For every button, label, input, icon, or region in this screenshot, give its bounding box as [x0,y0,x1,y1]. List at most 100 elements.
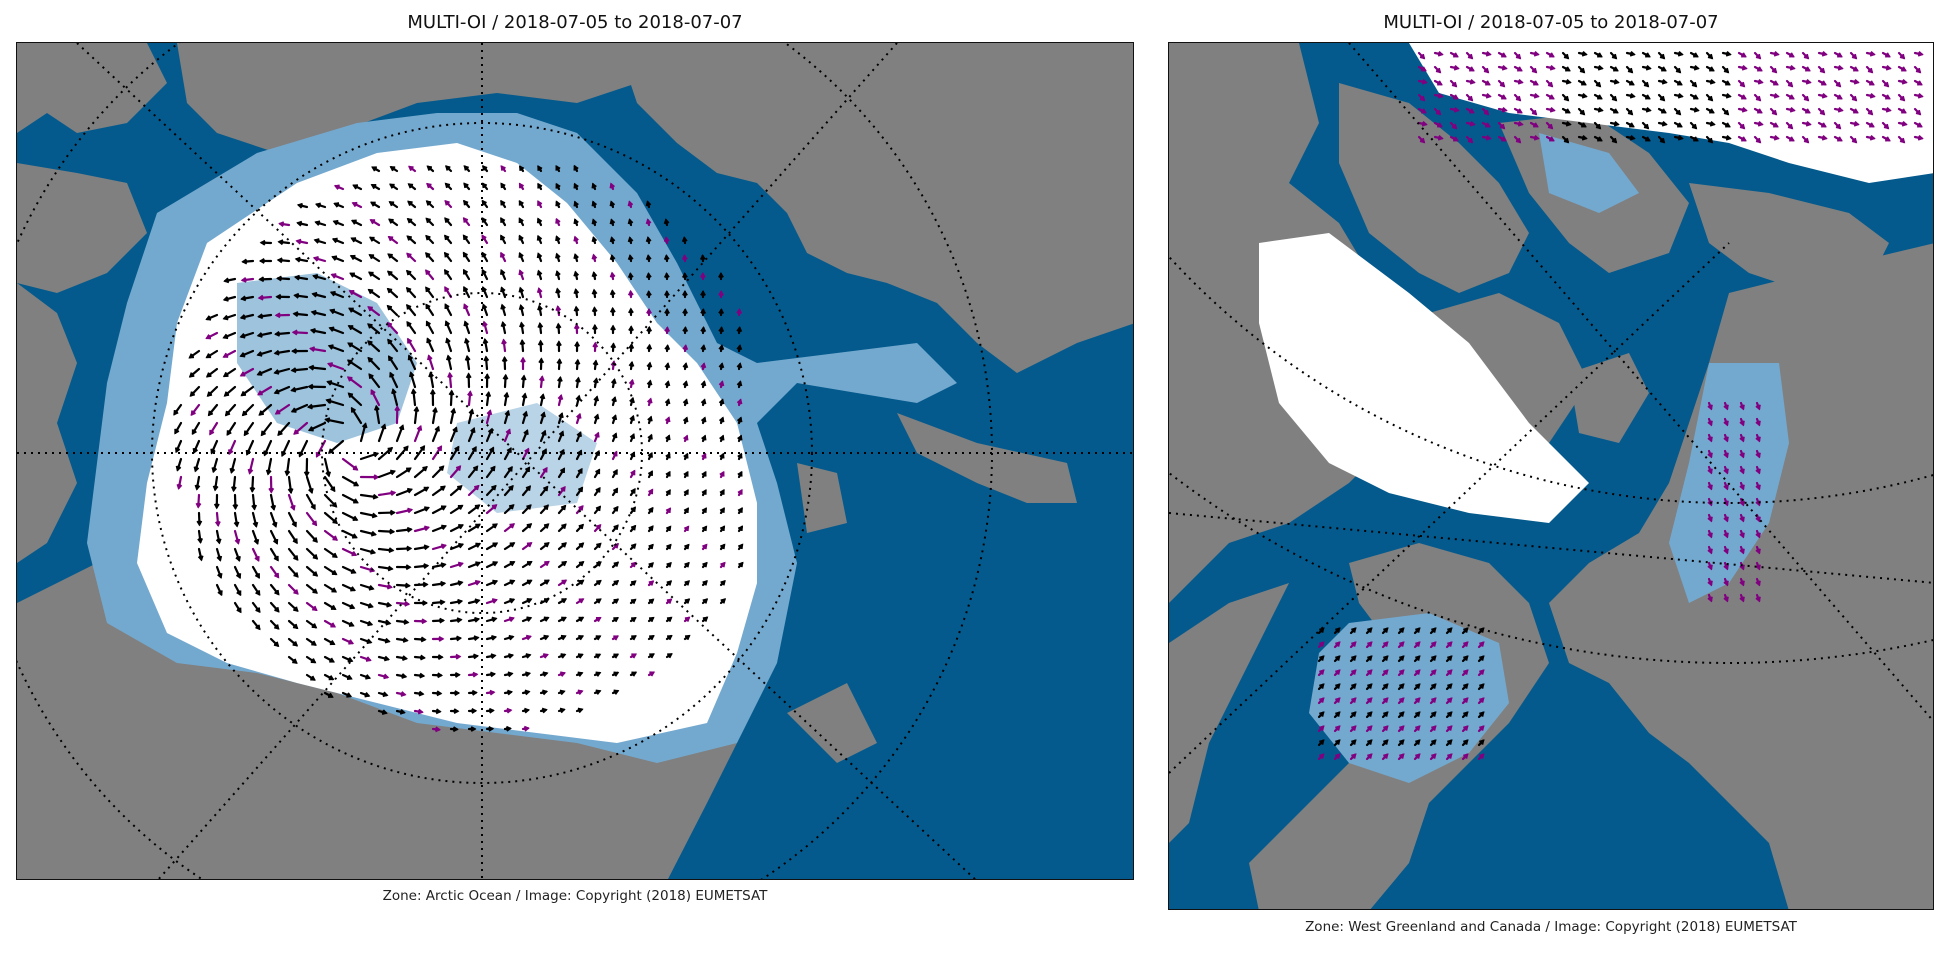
drift-vector-head [1661,108,1667,114]
drift-vector-head [700,416,707,423]
drift-vector-head [368,236,375,242]
drift-vector-head [700,380,707,387]
drift-vector [349,290,363,299]
drift-vector-head [683,434,689,441]
drift-vector-head [438,635,445,642]
drift-vector-head [611,396,617,403]
drift-vector-head [456,617,463,624]
drift-vector-head [257,390,263,396]
drift-vector-head [525,653,532,659]
drift-vector-head [1453,106,1460,113]
drift-vector-head [240,390,247,397]
drift-vector-head [720,598,726,604]
drift-vector-head [1453,52,1459,58]
drift-vector [240,385,255,397]
drift-vector-head [380,423,387,430]
drift-vector [223,349,237,358]
drift-vector-head [1869,50,1876,57]
drift-vector [408,355,417,371]
drift-vector-head [702,543,708,550]
drift-vector-head [174,428,180,435]
drift-vector [359,511,377,518]
drift-vector-head [737,525,744,531]
drift-vector [449,465,462,479]
drift-vector-head [296,202,303,209]
drift-vector-head [737,452,743,459]
drift-vector-head [1437,134,1444,141]
drift-vector-head [574,340,581,347]
drift-vector-head [1787,123,1794,130]
drift-vector-head [1419,53,1426,60]
drift-vector-head [592,341,599,348]
drift-vector-head [328,675,335,681]
drift-vector [485,466,496,479]
drift-vector-head [1597,64,1604,71]
drift-vector-head [1469,120,1476,127]
drift-vector-head [1485,80,1491,86]
drift-vector-head [462,234,469,241]
drift-vector-head [407,183,414,189]
drift-vector [377,491,396,497]
drift-vector-head [457,580,464,586]
drift-vector-head [1595,81,1602,88]
drift-vector-head [507,689,514,696]
drift-vector-head [1415,627,1421,633]
drift-vector [387,288,399,299]
drift-vector-head [352,184,359,190]
drift-vector-head [613,580,620,586]
drift-vector [347,376,363,389]
drift-vector-head [1837,136,1843,142]
drift-vector [431,445,443,461]
drift-vector-head [1643,123,1650,130]
drift-vector-head [555,322,562,329]
drift-vector-head [1901,78,1908,85]
drift-vector-head [573,305,580,312]
drift-vector-head [667,653,673,659]
drift-vector-head [346,692,353,698]
drift-vector-head [425,303,431,310]
drift-vector [214,475,219,491]
drift-vector-head [330,622,337,628]
drift-vector [329,327,345,335]
drift-vector-head [1549,136,1555,142]
west-greenland-canada-map [1168,42,1934,910]
drift-vector-head [520,374,527,381]
drift-vector [228,439,237,455]
drift-vector-head [416,424,423,431]
drift-vector-head [331,570,338,576]
drift-vector [323,475,336,492]
drift-vector [274,367,291,374]
drift-vector-head [407,337,413,344]
drift-vector-head [1723,67,1730,74]
drift-vector-head [556,358,563,365]
drift-vector-head [481,199,487,206]
drift-vector [413,445,426,461]
drift-vector-head [591,253,598,260]
drift-vector-head [273,388,280,395]
drift-vector-head [1479,753,1485,759]
drift-vector-head [683,507,689,513]
drift-vector-head [500,321,507,328]
drift-vector-head [1463,711,1469,717]
drift-vector-head [175,465,182,472]
drift-vector-head [386,321,393,328]
drift-vector-head [1659,53,1666,60]
drift-vector-head [485,390,492,397]
drift-vector-head [404,582,411,589]
drift-vector-head [403,445,409,452]
drift-vector [293,421,309,435]
drift-vector-head [1723,468,1729,475]
drift-vector-head [425,320,431,327]
drift-vector-head [481,234,487,241]
drift-vector-head [273,369,280,375]
drift-vector-head [1739,468,1745,475]
drift-vector-head [1739,452,1745,459]
drift-vector-head [364,691,371,698]
drift-vector-head [351,533,358,539]
drift-vector-head [541,707,548,714]
drift-vector-head [506,707,513,714]
drift-vector-head [573,164,579,171]
drift-vector-head [736,308,743,315]
drift-vector-head [578,616,585,622]
drift-vector-head [630,487,636,494]
